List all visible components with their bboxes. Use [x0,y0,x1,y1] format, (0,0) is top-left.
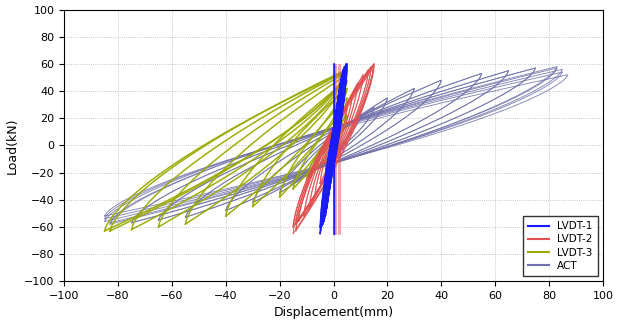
Legend: LVDT-1, LVDT-2, LVDT-3, ACT: LVDT-1, LVDT-2, LVDT-3, ACT [523,216,598,276]
Y-axis label: Load(kN): Load(kN) [6,117,19,174]
X-axis label: Displacement(mm): Displacement(mm) [274,306,394,319]
